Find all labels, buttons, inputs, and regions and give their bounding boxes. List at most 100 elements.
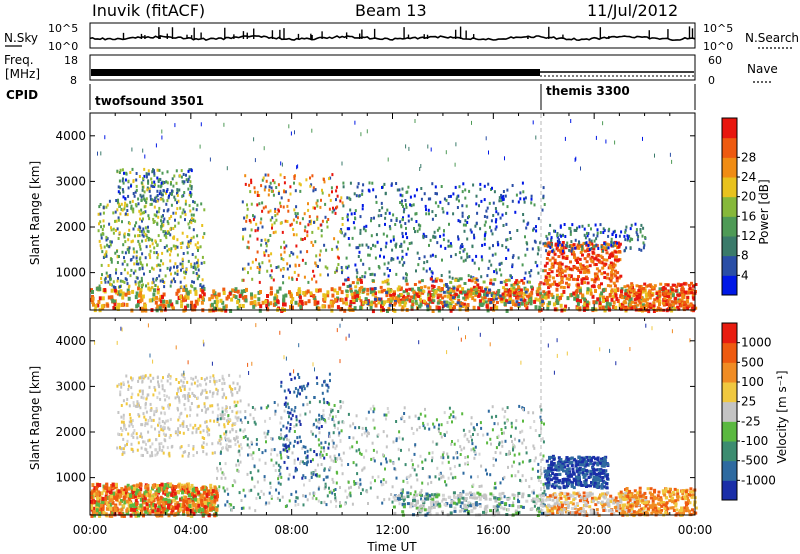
echo-cell xyxy=(429,238,432,242)
echo-cell xyxy=(520,301,524,306)
echo-cell xyxy=(417,290,421,295)
echo-cell xyxy=(343,234,346,238)
echo-cell xyxy=(225,447,228,451)
echo-cell xyxy=(151,242,154,246)
echo-cell xyxy=(550,262,554,266)
echo-cell xyxy=(276,453,279,457)
echo-cell xyxy=(617,244,621,248)
echo-cell xyxy=(289,264,291,268)
echo-cell xyxy=(139,291,143,296)
echo-cell xyxy=(424,204,427,208)
echo-cell xyxy=(599,223,602,227)
echo-cell xyxy=(173,498,177,503)
echo-cell xyxy=(356,293,359,298)
echo-cell xyxy=(596,258,600,262)
echo-cell xyxy=(147,499,151,503)
echo-cell xyxy=(191,391,194,395)
echo-cell xyxy=(277,474,280,478)
echo-cell xyxy=(295,233,298,237)
echo-cell xyxy=(156,496,160,501)
echo-cell xyxy=(609,276,613,280)
echo-cell xyxy=(547,241,551,245)
echo-cell xyxy=(633,298,637,302)
echo-cell xyxy=(184,407,187,411)
echo-cell xyxy=(158,421,161,425)
echo-cell xyxy=(634,301,637,305)
echo-cell xyxy=(384,279,388,283)
echo-cell xyxy=(250,202,253,206)
echo-cell xyxy=(413,293,417,298)
echo-cell xyxy=(162,199,165,203)
echo-cell xyxy=(104,280,107,284)
echo-cell xyxy=(340,196,343,200)
echo-cell xyxy=(359,215,362,219)
echo-cell xyxy=(393,290,396,295)
echo-cell xyxy=(143,496,147,501)
echo-cell xyxy=(542,242,545,246)
echo-cell xyxy=(247,246,250,250)
echo-cell xyxy=(103,245,106,249)
echo-cell xyxy=(145,172,148,176)
echo-cell xyxy=(340,230,343,234)
echo-cell xyxy=(536,290,540,294)
echo-cell xyxy=(272,193,275,197)
echo-cell xyxy=(398,260,401,264)
echo-cell xyxy=(188,175,191,179)
echo-cell xyxy=(110,295,114,300)
echo-cell xyxy=(331,293,335,298)
echo-cell xyxy=(144,256,147,260)
echo-cell xyxy=(162,406,165,410)
echo-cell xyxy=(169,403,171,407)
echo-cell xyxy=(614,255,618,259)
echo-cell xyxy=(128,284,131,288)
echo-cell xyxy=(355,275,358,279)
echo-cell xyxy=(221,395,224,399)
echo-cell xyxy=(165,394,168,398)
echo-cell xyxy=(142,227,145,231)
echo-cell xyxy=(562,286,566,289)
echo-cell xyxy=(186,490,190,495)
echo-cell xyxy=(261,451,264,455)
echo-cell xyxy=(294,503,297,507)
echo-cell xyxy=(543,264,547,268)
echo-cell xyxy=(227,422,230,425)
echo-cell xyxy=(306,449,309,453)
echo-cell xyxy=(590,242,594,246)
echo-cell xyxy=(102,211,105,215)
echo-cell xyxy=(166,492,169,497)
echo-cell xyxy=(674,289,678,293)
echo-cell xyxy=(104,499,108,503)
echo-cell xyxy=(428,243,430,247)
echo-cell xyxy=(143,500,147,505)
echo-cell xyxy=(159,495,163,500)
echo-cell xyxy=(642,136,643,141)
echo-cell xyxy=(160,482,164,487)
echo-cell xyxy=(172,236,175,240)
echo-cell xyxy=(386,234,389,238)
echo-cell xyxy=(205,408,208,412)
echo-cell xyxy=(624,238,627,242)
echo-cell xyxy=(438,287,442,292)
echo-cell xyxy=(502,297,506,302)
echo-cell xyxy=(130,376,132,380)
echo-cell xyxy=(598,297,602,302)
echo-cell xyxy=(635,294,639,298)
echo-cell xyxy=(456,206,459,209)
nsky-ytick-high: 10^5 xyxy=(48,22,78,35)
echo-cell xyxy=(604,298,608,302)
echo-cell xyxy=(523,298,527,303)
echo-cell xyxy=(256,228,259,232)
echo-cell xyxy=(273,221,276,225)
echo-cell xyxy=(144,308,148,313)
echo-cell xyxy=(134,203,137,207)
echo-cell xyxy=(277,208,280,212)
echo-cell xyxy=(253,300,257,304)
colorbar-tick-label: 16 xyxy=(741,209,756,223)
echo-cell xyxy=(189,220,191,224)
echo-cell xyxy=(584,275,588,279)
echo-cell xyxy=(276,299,280,304)
echo-cell xyxy=(194,266,197,270)
echo-cell xyxy=(135,488,139,493)
echo-cell xyxy=(550,243,553,246)
echo-cell xyxy=(336,305,340,310)
